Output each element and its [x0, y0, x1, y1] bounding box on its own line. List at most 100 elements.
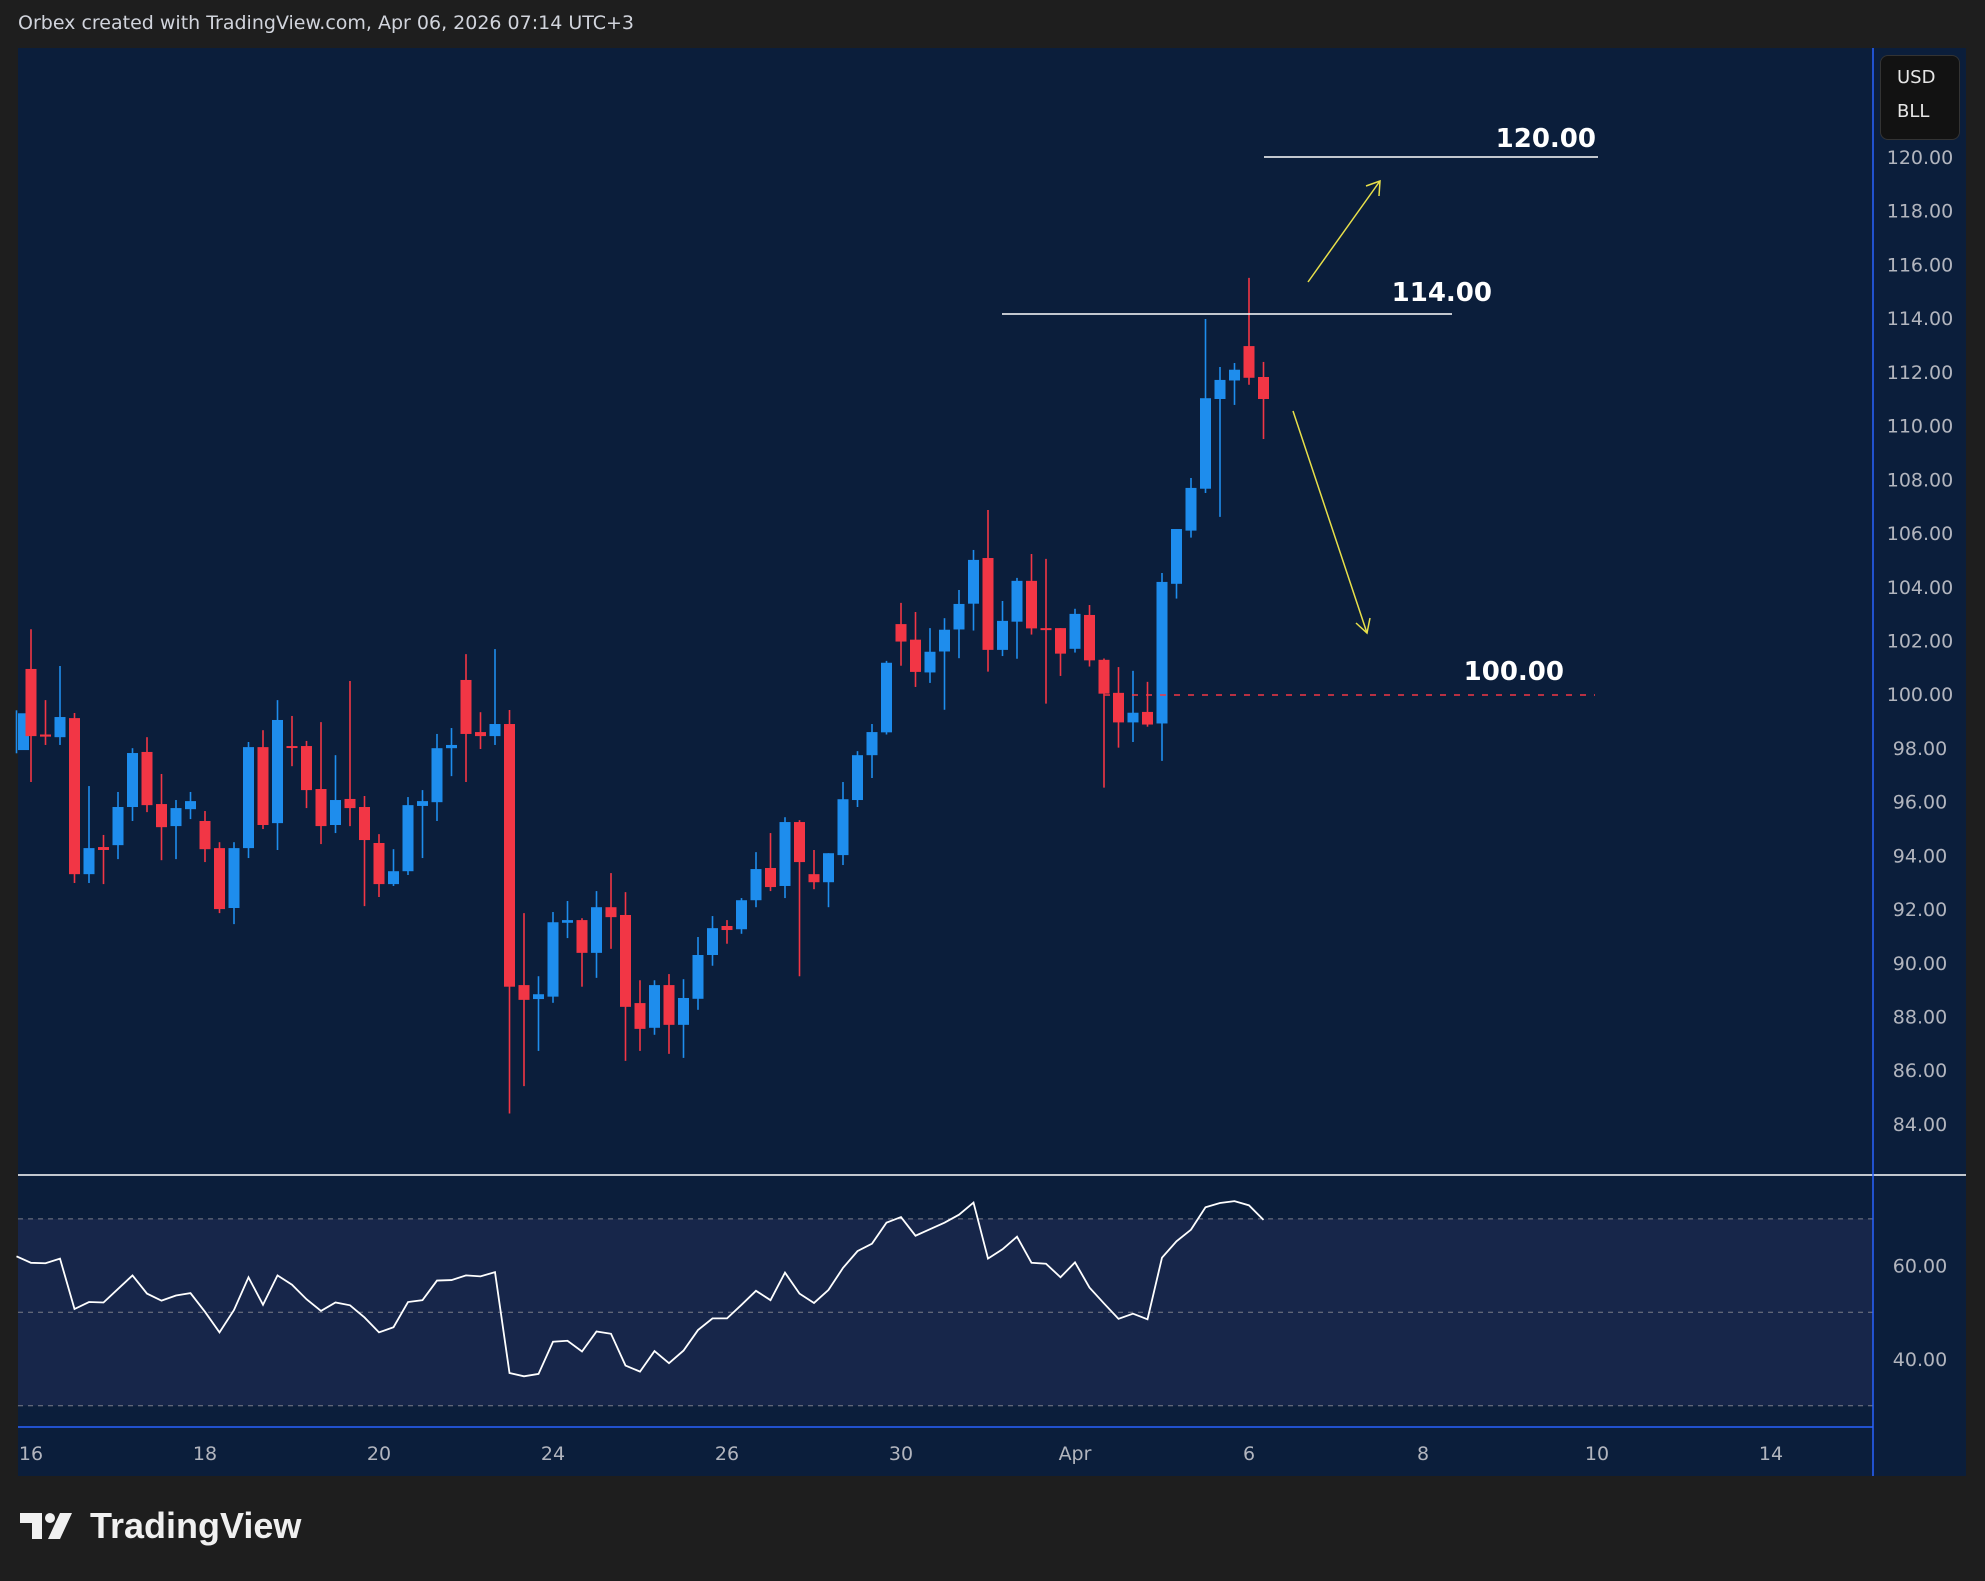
candle-body	[460, 679, 472, 734]
candle-body	[678, 997, 689, 1025]
candle-body	[649, 985, 660, 1028]
candle	[286, 715, 298, 767]
candle-body	[982, 558, 994, 650]
unit-label: BLL	[1897, 101, 1930, 122]
candle-body	[214, 848, 225, 910]
candle	[518, 913, 530, 1087]
candle-body	[40, 734, 51, 737]
candle	[446, 728, 457, 777]
time-tick-label: 14	[1759, 1443, 1783, 1465]
candle-body	[112, 807, 124, 846]
candle	[1011, 577, 1023, 659]
time-tick-label: 20	[367, 1443, 391, 1465]
candle-body	[1229, 369, 1240, 381]
candle-body	[837, 799, 849, 856]
price-tick-label: 110.00	[1887, 416, 1953, 438]
level-label-100: 100.00	[1464, 657, 1564, 687]
arrow-down-icon[interactable]	[1292, 410, 1371, 635]
candle	[605, 873, 617, 949]
currency-unit-box[interactable]: USD BLL	[1880, 55, 1960, 140]
candle-body	[1171, 529, 1182, 584]
candle-body	[1011, 580, 1023, 622]
candle-body	[69, 718, 80, 875]
price-tick-label: 118.00	[1887, 201, 1953, 223]
candle-body	[359, 807, 370, 841]
time-tick-label: 24	[541, 1443, 565, 1465]
candle	[199, 811, 211, 863]
candle-body	[808, 874, 820, 883]
rsi-tick-label: 40.00	[1893, 1349, 1947, 1371]
candle	[388, 849, 399, 886]
candle	[1069, 608, 1081, 653]
time-tick-label: 30	[889, 1443, 913, 1465]
candle	[910, 612, 921, 687]
candle	[359, 795, 370, 907]
candle-body	[852, 755, 863, 801]
candle-body	[417, 801, 428, 806]
candle	[779, 817, 791, 899]
candle	[1258, 361, 1269, 440]
candle	[837, 782, 849, 866]
time-tick-label: 26	[715, 1443, 739, 1465]
time-tick-label: Apr	[1059, 1443, 1092, 1465]
candle	[634, 980, 646, 1051]
tradingview-logo[interactable]: TradingView	[20, 1505, 301, 1547]
candle	[272, 700, 283, 850]
candle	[1127, 670, 1139, 743]
candle	[895, 602, 907, 666]
candle	[721, 920, 733, 944]
candle	[156, 773, 167, 861]
candle	[315, 722, 327, 845]
candle	[982, 509, 994, 672]
candle-body	[997, 620, 1008, 650]
candle-body	[257, 747, 269, 826]
candle	[98, 834, 109, 885]
candle	[69, 713, 80, 884]
price-tick-label: 106.00	[1887, 523, 1953, 545]
candle-body	[721, 926, 733, 931]
price-tick-label: 86.00	[1893, 1060, 1947, 1082]
time-tick-label: 16	[19, 1443, 43, 1465]
candle-body	[127, 753, 138, 808]
candle-body	[765, 867, 776, 888]
candle-body	[895, 624, 907, 642]
price-tick-label: 104.00	[1887, 577, 1953, 599]
candle	[344, 681, 356, 827]
price-tick-label: 114.00	[1887, 308, 1953, 330]
rsi-tick-label: 60.00	[1893, 1256, 1947, 1278]
candle	[460, 654, 472, 783]
candle-body	[1185, 487, 1197, 531]
time-tick-label: 8	[1417, 1443, 1429, 1465]
candle-body	[315, 789, 327, 827]
candle	[83, 786, 95, 884]
candle	[1098, 658, 1110, 788]
candle	[591, 891, 602, 978]
candle-body	[1069, 613, 1081, 649]
price-tick-label: 108.00	[1887, 469, 1953, 491]
candle-body	[388, 871, 399, 885]
candle	[1040, 558, 1052, 704]
candle	[228, 842, 240, 925]
candle-body	[1156, 581, 1168, 724]
candle-body	[1040, 628, 1052, 631]
candle	[127, 748, 138, 821]
candle-body	[750, 869, 762, 901]
candle-body	[1055, 628, 1066, 654]
price-tick-label: 90.00	[1893, 953, 1947, 975]
level-label-120: 120.00	[1496, 124, 1596, 154]
candle	[707, 916, 718, 966]
candle-body	[591, 907, 602, 953]
price-tick-label: 120.00	[1887, 147, 1953, 169]
logo-text: TradingView	[90, 1505, 302, 1546]
candle	[649, 980, 660, 1035]
candle	[576, 918, 588, 987]
candle-body	[431, 748, 443, 803]
arrow-up-icon[interactable]	[1307, 179, 1381, 283]
candle	[939, 618, 950, 710]
candle	[765, 833, 776, 892]
candle	[301, 740, 312, 809]
candle-body	[547, 922, 559, 997]
candle	[750, 852, 762, 908]
candle-body	[910, 639, 921, 672]
